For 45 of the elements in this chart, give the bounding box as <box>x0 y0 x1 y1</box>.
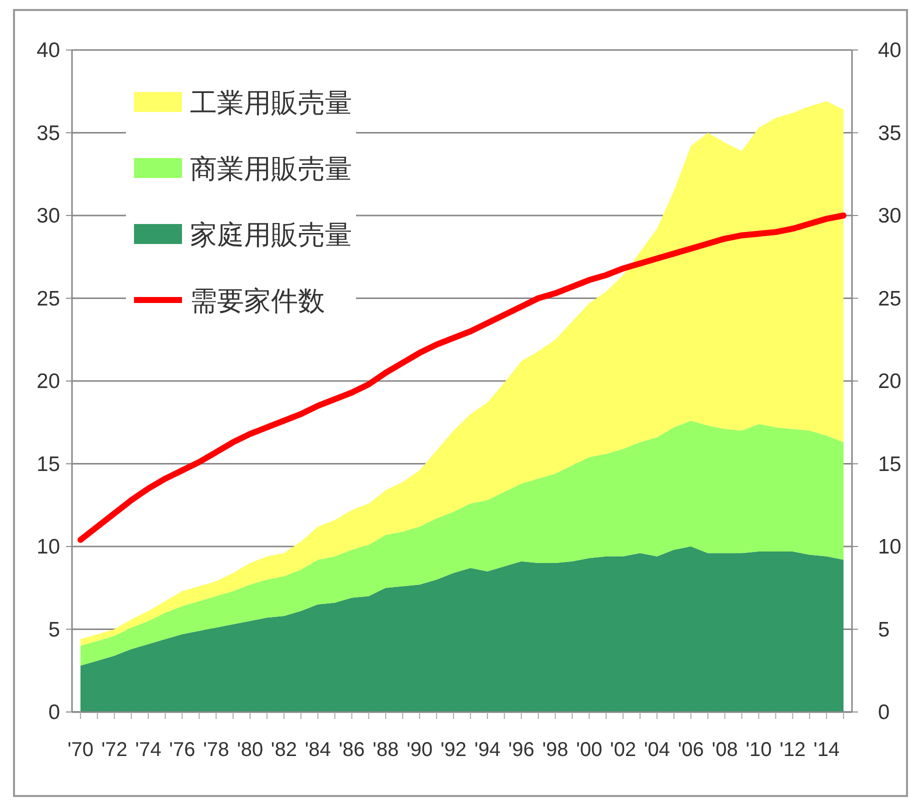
y2-tick-label: 15 <box>878 452 902 476</box>
x-tick-label: '00 <box>576 739 602 761</box>
x-tick-label: '82 <box>270 739 297 761</box>
y2-tick-label: 5 <box>878 618 890 642</box>
x-tick-label: '88 <box>372 739 399 761</box>
legend-label: 商業用販売量 <box>190 154 352 184</box>
y2-tick-label: 20 <box>878 370 902 393</box>
legend-label: 工業用販売量 <box>190 88 352 118</box>
y-tick-label: 20 <box>36 370 60 393</box>
y-tick-label: 15 <box>36 452 60 476</box>
x-tick-label: '86 <box>338 739 365 761</box>
x-tick-label: '72 <box>101 739 128 761</box>
y2-tick-label: 0 <box>878 701 890 724</box>
x-tick-label: '70 <box>67 739 94 761</box>
x-tick-label: '04 <box>644 739 670 761</box>
y2-tick-label: 40 <box>878 39 902 62</box>
x-tick-label: '10 <box>746 739 772 761</box>
x-tick-label: '94 <box>474 739 500 761</box>
y2-tick-label: 30 <box>878 204 902 228</box>
x-tick-label: '74 <box>135 739 162 761</box>
x-tick-label: '84 <box>304 739 331 761</box>
x-tick-label: '92 <box>440 739 467 761</box>
y2-tick-label: 25 <box>878 287 902 310</box>
x-tick-label: '80 <box>237 739 264 761</box>
y-tick-label: 35 <box>36 122 60 145</box>
y-tick-label: 25 <box>36 287 60 310</box>
x-tick-label: '06 <box>678 739 704 761</box>
x-tick-label: '12 <box>780 739 806 761</box>
y-tick-label: 10 <box>36 536 60 558</box>
x-tick-label: '90 <box>406 739 433 761</box>
x-tick-label: '02 <box>610 739 636 761</box>
x-tick-label: '08 <box>712 739 738 761</box>
y2-tick-label: 35 <box>878 122 902 145</box>
legend-label: 需要家件数 <box>190 286 325 316</box>
y-tick-label: 5 <box>48 618 60 642</box>
legend-label: 家庭用販売量 <box>190 220 352 250</box>
x-tick-label: '78 <box>203 739 230 761</box>
x-tick-label: '98 <box>542 739 568 761</box>
y-tick-label: 0 <box>48 701 60 724</box>
y2-tick-label: 10 <box>878 536 902 558</box>
x-tick-label: '96 <box>508 739 534 761</box>
y-tick-label: 40 <box>36 39 60 62</box>
y-tick-label: 30 <box>36 204 60 228</box>
x-tick-label: '76 <box>169 739 196 761</box>
x-tick-label: '14 <box>814 739 840 761</box>
